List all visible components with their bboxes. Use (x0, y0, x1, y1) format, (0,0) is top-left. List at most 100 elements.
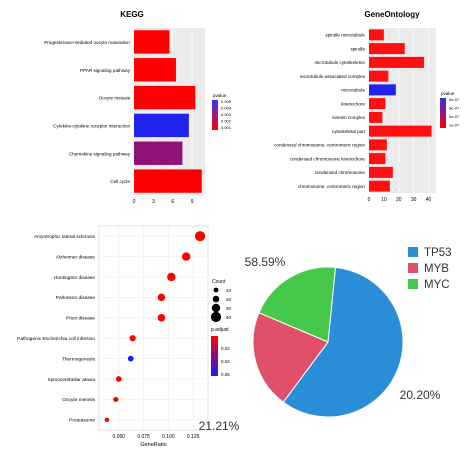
go-tick-label: 0 (368, 197, 371, 203)
kegg-category-label: Oocyte meiosis (99, 96, 131, 101)
kegg-tick-label: 6 (171, 199, 174, 205)
go-tick-label: 20 (396, 197, 402, 203)
dotplot-size-legend-dot (212, 295, 220, 303)
dotplot-size-legend-label: 20 (226, 297, 232, 302)
dotplot-category-label: Alzheimer disease (56, 254, 96, 260)
go-legend-tick: 1e-07 (449, 123, 460, 128)
kegg-category-label: PPAR signaling pathway (80, 68, 131, 73)
dotplot-point (127, 355, 134, 362)
pie-chart: 58.59% 21.21% 20.20% TP53 MYB MYC (199, 247, 452, 433)
dotplot-point (129, 335, 136, 342)
pie-legend-swatch (408, 247, 418, 257)
kegg-tick-label: 3 (152, 199, 155, 205)
kegg-tick-label: 0 (133, 199, 136, 205)
pie-slice (252, 312, 329, 403)
go-tick-label: 10 (381, 197, 387, 203)
go-category-label: cytoskeletal part (332, 129, 366, 134)
dotplot-point (182, 252, 191, 261)
dotplot-size-legend-label: 10 (226, 288, 232, 293)
kegg-title: KEGG (120, 10, 144, 19)
dotplot-tick-label: 0.050 (113, 434, 126, 440)
pie-legend-swatch (408, 263, 418, 273)
kegg-bar (134, 85, 196, 110)
go-bar (369, 29, 384, 41)
pie-slice (258, 266, 337, 343)
go-category-label: spindle (350, 46, 365, 51)
dotplot-category-label: Pathogenic Escherichia coli infection (17, 336, 95, 342)
go-category-label: microtubule associated complex (300, 74, 366, 79)
dotplot-color-legend-title: p.adjust (211, 327, 229, 333)
dotplot-category-label: Thermogenesis (62, 356, 96, 362)
dotplot-point (115, 376, 122, 382)
go-title: GeneOntology (364, 10, 420, 19)
dotplot-category-label: Amyotrophic lateral sclerosis (34, 234, 96, 240)
kegg-chart: KEGG Progesterone-mediated oocyte maturat… (44, 10, 232, 205)
go-tick-label: 30 (411, 197, 417, 203)
go-chart: GeneOntology spindle microtubule spindle mi… (274, 10, 460, 203)
go-bar (369, 166, 393, 178)
dotplot-category-label: Prion disease (66, 316, 95, 322)
kegg-bar (134, 169, 202, 193)
kegg-bar (134, 58, 176, 82)
dotplot-size-legend-dot (211, 303, 221, 313)
go-category-label: kinetochore (341, 101, 365, 106)
go-legend-tick: 3e-07 (449, 106, 460, 111)
pie-legend-label: MYB (424, 263, 449, 275)
dotplot-panel (98, 225, 209, 431)
go-category-label: spindle microtubule (325, 33, 365, 38)
kegg-legend-tick: 0.005 (221, 99, 232, 104)
dotplot-category-label: Parkinson disease (56, 295, 96, 301)
pie-value-label: 21.21% (199, 419, 240, 433)
go-bar (369, 43, 405, 55)
dotplot-point (194, 231, 206, 242)
dotplot-size-legend-dot (213, 287, 219, 293)
go-tick-label: 40 (426, 197, 432, 203)
go-bar (369, 153, 386, 165)
kegg-category-label: Cell cycle (110, 179, 130, 184)
kegg-legend-tick: 0.002 (221, 119, 232, 124)
kegg-category-label: Chemokine signaling pathway (69, 151, 131, 156)
dotplot-xlabel: GeneRatio (140, 442, 166, 448)
dotplot-tick-label: 0.100 (162, 434, 175, 440)
dotplot-category-label: Huntington disease (54, 275, 95, 281)
go-category-label: kinesin complex (332, 115, 365, 120)
go-category-label: condensed chromosome kinetochore (290, 156, 366, 161)
dotplot-color-legend-tick: 0.02 (221, 346, 230, 351)
go-plot-background (369, 28, 436, 193)
kegg-category-label: Cytokine-cytokine receptor interaction (53, 123, 130, 128)
dotplot-size-legend-dot (210, 311, 222, 323)
dotplot-color-legend-bar (211, 336, 218, 376)
dotplot-point (157, 293, 166, 302)
dotplot-point (167, 272, 176, 282)
go-bar (369, 111, 383, 123)
go-bar (369, 70, 389, 82)
kegg-bar (134, 141, 183, 165)
go-category-label: microtubule cytoskeleton (314, 60, 365, 65)
go-legend-title: pvalue (441, 91, 455, 96)
pie-value-label: 58.59% (245, 255, 286, 269)
go-category-label: chromosome, centromeric region (298, 184, 366, 189)
go-category-label: microtubule (341, 88, 365, 93)
pie-slice (282, 266, 404, 418)
go-bar (369, 98, 386, 110)
kegg-legend-title: pvalue (213, 93, 227, 98)
go-category-label: condensed chromosome (315, 170, 366, 175)
dotplot-category-label: Spinocerebellar ataxia (48, 377, 96, 383)
kegg-legend-tick: 0.001 (221, 125, 232, 130)
kegg-legend-colorbar (212, 100, 218, 130)
kegg-bar (134, 30, 170, 54)
dotplot-size-legend-label: 30 (226, 306, 232, 311)
pie-legend-swatch (408, 279, 418, 289)
dotplot-color-legend-tick: 0.06 (221, 372, 230, 377)
go-legend-colorbar (440, 98, 446, 128)
kegg-legend-tick: 0.003 (221, 112, 232, 117)
go-legend-tick: 2e-07 (449, 114, 460, 119)
go-bar (369, 84, 396, 96)
dotplot-point (157, 314, 166, 322)
go-bar (369, 139, 387, 151)
go-bar (369, 180, 390, 192)
go-bar (369, 56, 425, 68)
kegg-category-label: Progesterone-mediated oocyte maturation (44, 40, 130, 45)
pie-legend-label: MYC (424, 279, 450, 291)
dotplot-category-label: Proteasome (69, 418, 95, 424)
